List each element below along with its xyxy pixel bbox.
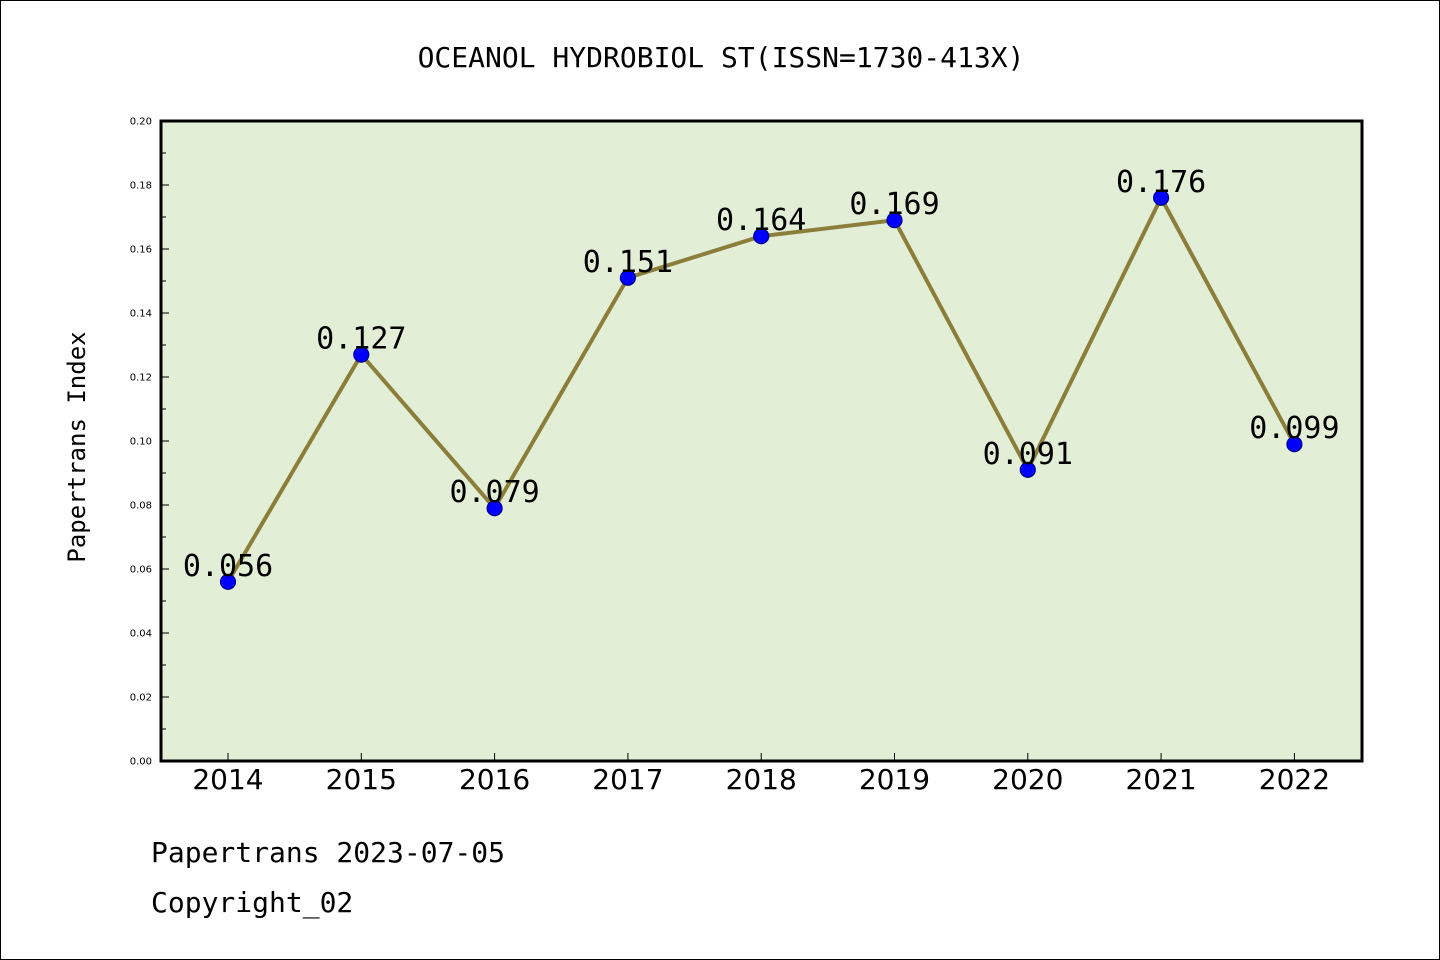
data-point bbox=[886, 212, 903, 229]
y-tick-label: 0.18 bbox=[130, 181, 152, 192]
y-tick-label: 0.02 bbox=[130, 693, 152, 704]
data-point bbox=[486, 500, 503, 517]
y-tick-label: 0.16 bbox=[130, 245, 152, 256]
x-tick-label: 2016 bbox=[459, 763, 530, 796]
y-axis-label: Papertrans Index bbox=[63, 331, 91, 562]
x-tick-label: 2020 bbox=[992, 763, 1063, 796]
y-tick-label: 0.10 bbox=[130, 437, 152, 448]
x-axis-ticks: 2014 2015 2016 2017 2018 2019 2020 2021 2022 bbox=[192, 753, 1330, 796]
data-label: 0.099 bbox=[1249, 411, 1339, 446]
x-tick-label: 2019 bbox=[859, 763, 930, 796]
y-tick-label: 0.06 bbox=[130, 565, 152, 576]
chart-title: OCEANOL HYDROBIOL ST(ISSN=1730-413X) bbox=[418, 41, 1025, 74]
data-point bbox=[353, 346, 370, 363]
data-label: 0.164 bbox=[716, 203, 806, 238]
data-label: 0.169 bbox=[849, 187, 939, 222]
x-tick-label: 2018 bbox=[726, 763, 797, 796]
data-point bbox=[1286, 436, 1303, 453]
plot-frame bbox=[159, 119, 1364, 763]
y-tick-label: 0.00 bbox=[130, 757, 152, 768]
y-tick-label: 0.08 bbox=[130, 501, 152, 512]
y-tick-label: 0.20 bbox=[130, 117, 152, 128]
footer-copyright: Copyright_02 bbox=[151, 886, 354, 919]
x-tick-label: 2022 bbox=[1259, 763, 1330, 796]
data-points bbox=[219, 189, 1303, 590]
data-label: 0.176 bbox=[1116, 165, 1206, 200]
data-point bbox=[1019, 461, 1036, 478]
data-point bbox=[619, 269, 637, 286]
y-tick-label: 0.12 bbox=[130, 373, 152, 384]
plot-area bbox=[161, 121, 1362, 761]
x-tick-label: 2017 bbox=[592, 763, 663, 796]
data-point bbox=[219, 573, 237, 590]
data-point bbox=[1152, 189, 1170, 206]
data-point bbox=[753, 228, 770, 245]
y-tick-label: 0.14 bbox=[130, 309, 152, 320]
data-label: 0.056 bbox=[183, 549, 273, 584]
x-tick-label: 2021 bbox=[1125, 763, 1196, 796]
footer-source-date: Papertrans 2023-07-05 bbox=[151, 836, 506, 869]
x-tick-label: 2015 bbox=[326, 763, 397, 796]
data-label: 0.079 bbox=[449, 475, 539, 510]
data-labels: 0.056 0.127 0.079 0.151 0.164 0.169 0.091 0.176… bbox=[183, 165, 1340, 584]
data-label: 0.127 bbox=[316, 322, 406, 357]
data-label: 0.091 bbox=[983, 437, 1073, 472]
y-tick-label: 0.04 bbox=[130, 629, 152, 640]
x-tick-label: 2014 bbox=[192, 763, 263, 796]
data-label: 0.151 bbox=[583, 245, 673, 280]
